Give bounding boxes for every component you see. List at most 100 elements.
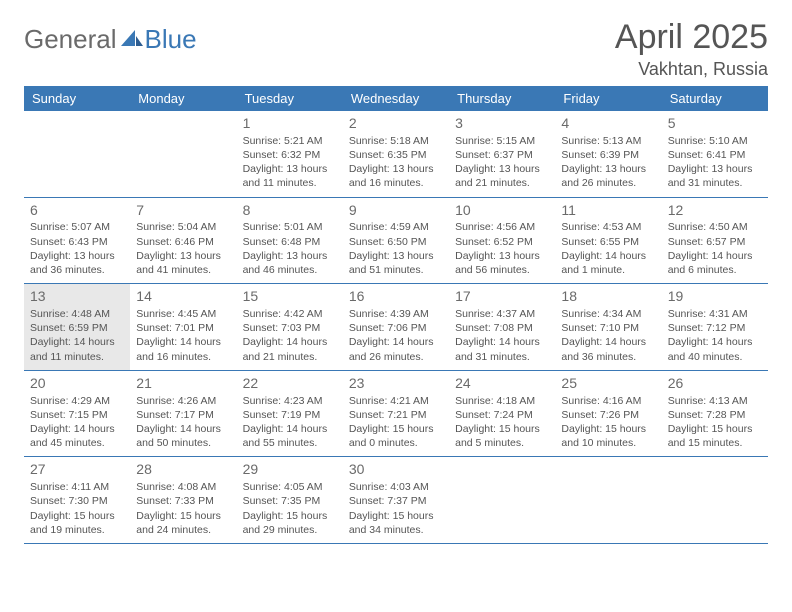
sunset-text: Sunset: 6:59 PM <box>30 321 124 335</box>
day1-text: Daylight: 14 hours <box>136 335 230 349</box>
title-block: April 2025 Vakhtan, Russia <box>615 18 768 80</box>
sunset-text: Sunset: 7:24 PM <box>455 408 549 422</box>
sunrise-text: Sunrise: 5:13 AM <box>561 134 655 148</box>
day2-text: and 34 minutes. <box>349 523 443 537</box>
day-number: 7 <box>136 201 230 220</box>
day-header: Tuesday <box>237 86 343 111</box>
day-cell: 20Sunrise: 4:29 AMSunset: 7:15 PMDayligh… <box>24 371 130 457</box>
sunrise-text: Sunrise: 4:23 AM <box>243 394 337 408</box>
month-title: April 2025 <box>615 18 768 57</box>
day-cell: 13Sunrise: 4:48 AMSunset: 6:59 PMDayligh… <box>24 284 130 370</box>
day-number: 22 <box>243 374 337 393</box>
sunrise-text: Sunrise: 4:39 AM <box>349 307 443 321</box>
day-cell: 24Sunrise: 4:18 AMSunset: 7:24 PMDayligh… <box>449 371 555 457</box>
day-cell: 27Sunrise: 4:11 AMSunset: 7:30 PMDayligh… <box>24 457 130 543</box>
day-number: 14 <box>136 287 230 306</box>
day2-text: and 51 minutes. <box>349 263 443 277</box>
day-cell: 16Sunrise: 4:39 AMSunset: 7:06 PMDayligh… <box>343 284 449 370</box>
sunset-text: Sunset: 7:01 PM <box>136 321 230 335</box>
day-cell: 17Sunrise: 4:37 AMSunset: 7:08 PMDayligh… <box>449 284 555 370</box>
week-row: 13Sunrise: 4:48 AMSunset: 6:59 PMDayligh… <box>24 284 768 371</box>
day2-text: and 56 minutes. <box>455 263 549 277</box>
day-cell: 9Sunrise: 4:59 AMSunset: 6:50 PMDaylight… <box>343 198 449 284</box>
day-number: 8 <box>243 201 337 220</box>
day2-text: and 11 minutes. <box>30 350 124 364</box>
day-number: 16 <box>349 287 443 306</box>
week-row: 27Sunrise: 4:11 AMSunset: 7:30 PMDayligh… <box>24 457 768 544</box>
sunrise-text: Sunrise: 4:13 AM <box>668 394 762 408</box>
sunrise-text: Sunrise: 4:21 AM <box>349 394 443 408</box>
day2-text: and 40 minutes. <box>668 350 762 364</box>
day1-text: Daylight: 13 hours <box>455 249 549 263</box>
day-number: 26 <box>668 374 762 393</box>
day-header: Friday <box>555 86 661 111</box>
week-row: 1Sunrise: 5:21 AMSunset: 6:32 PMDaylight… <box>24 111 768 198</box>
brand-sail-icon <box>121 24 143 55</box>
day2-text: and 0 minutes. <box>349 436 443 450</box>
sunset-text: Sunset: 7:12 PM <box>668 321 762 335</box>
sunset-text: Sunset: 7:10 PM <box>561 321 655 335</box>
sunrise-text: Sunrise: 4:53 AM <box>561 220 655 234</box>
weeks-container: 1Sunrise: 5:21 AMSunset: 6:32 PMDaylight… <box>24 111 768 544</box>
day2-text: and 26 minutes. <box>561 176 655 190</box>
day-cell: 2Sunrise: 5:18 AMSunset: 6:35 PMDaylight… <box>343 111 449 197</box>
day-header: Wednesday <box>343 86 449 111</box>
day-cell: 18Sunrise: 4:34 AMSunset: 7:10 PMDayligh… <box>555 284 661 370</box>
day1-text: Daylight: 13 hours <box>668 162 762 176</box>
day1-text: Daylight: 13 hours <box>349 249 443 263</box>
sunrise-text: Sunrise: 4:08 AM <box>136 480 230 494</box>
sunset-text: Sunset: 6:35 PM <box>349 148 443 162</box>
day-number: 21 <box>136 374 230 393</box>
day-number: 13 <box>30 287 124 306</box>
day-number: 23 <box>349 374 443 393</box>
day1-text: Daylight: 14 hours <box>30 335 124 349</box>
day1-text: Daylight: 15 hours <box>561 422 655 436</box>
day-header: Saturday <box>662 86 768 111</box>
sunset-text: Sunset: 6:37 PM <box>455 148 549 162</box>
sunrise-text: Sunrise: 4:31 AM <box>668 307 762 321</box>
day-number: 1 <box>243 114 337 133</box>
day-number: 27 <box>30 460 124 479</box>
day-number: 30 <box>349 460 443 479</box>
sunset-text: Sunset: 6:46 PM <box>136 235 230 249</box>
sunset-text: Sunset: 7:26 PM <box>561 408 655 422</box>
day-cell: 6Sunrise: 5:07 AMSunset: 6:43 PMDaylight… <box>24 198 130 284</box>
sunrise-text: Sunrise: 4:16 AM <box>561 394 655 408</box>
day-number: 17 <box>455 287 549 306</box>
sunrise-text: Sunrise: 4:05 AM <box>243 480 337 494</box>
day2-text: and 16 minutes. <box>136 350 230 364</box>
day2-text: and 36 minutes. <box>30 263 124 277</box>
day-cell: 3Sunrise: 5:15 AMSunset: 6:37 PMDaylight… <box>449 111 555 197</box>
sunrise-text: Sunrise: 4:48 AM <box>30 307 124 321</box>
location-label: Vakhtan, Russia <box>615 59 768 80</box>
day-cell: 25Sunrise: 4:16 AMSunset: 7:26 PMDayligh… <box>555 371 661 457</box>
sunrise-text: Sunrise: 5:10 AM <box>668 134 762 148</box>
day-cell: 15Sunrise: 4:42 AMSunset: 7:03 PMDayligh… <box>237 284 343 370</box>
day-number: 10 <box>455 201 549 220</box>
day1-text: Daylight: 14 hours <box>561 335 655 349</box>
day2-text: and 21 minutes. <box>243 350 337 364</box>
header: General Blue April 2025 Vakhtan, Russia <box>24 18 768 80</box>
sunrise-text: Sunrise: 5:21 AM <box>243 134 337 148</box>
day1-text: Daylight: 13 hours <box>561 162 655 176</box>
day1-text: Daylight: 13 hours <box>243 162 337 176</box>
sunset-text: Sunset: 7:19 PM <box>243 408 337 422</box>
sunset-text: Sunset: 7:08 PM <box>455 321 549 335</box>
sunrise-text: Sunrise: 5:01 AM <box>243 220 337 234</box>
day-cell: 11Sunrise: 4:53 AMSunset: 6:55 PMDayligh… <box>555 198 661 284</box>
sunrise-text: Sunrise: 4:42 AM <box>243 307 337 321</box>
day2-text: and 6 minutes. <box>668 263 762 277</box>
day-number: 15 <box>243 287 337 306</box>
sunrise-text: Sunrise: 4:03 AM <box>349 480 443 494</box>
day-cell: 30Sunrise: 4:03 AMSunset: 7:37 PMDayligh… <box>343 457 449 543</box>
day-cell: 7Sunrise: 5:04 AMSunset: 6:46 PMDaylight… <box>130 198 236 284</box>
sunset-text: Sunset: 7:15 PM <box>30 408 124 422</box>
sunset-text: Sunset: 7:21 PM <box>349 408 443 422</box>
day2-text: and 5 minutes. <box>455 436 549 450</box>
day2-text: and 19 minutes. <box>30 523 124 537</box>
day-header: Thursday <box>449 86 555 111</box>
sunset-text: Sunset: 6:50 PM <box>349 235 443 249</box>
empty-cell <box>130 111 236 197</box>
day1-text: Daylight: 15 hours <box>136 509 230 523</box>
day2-text: and 11 minutes. <box>243 176 337 190</box>
